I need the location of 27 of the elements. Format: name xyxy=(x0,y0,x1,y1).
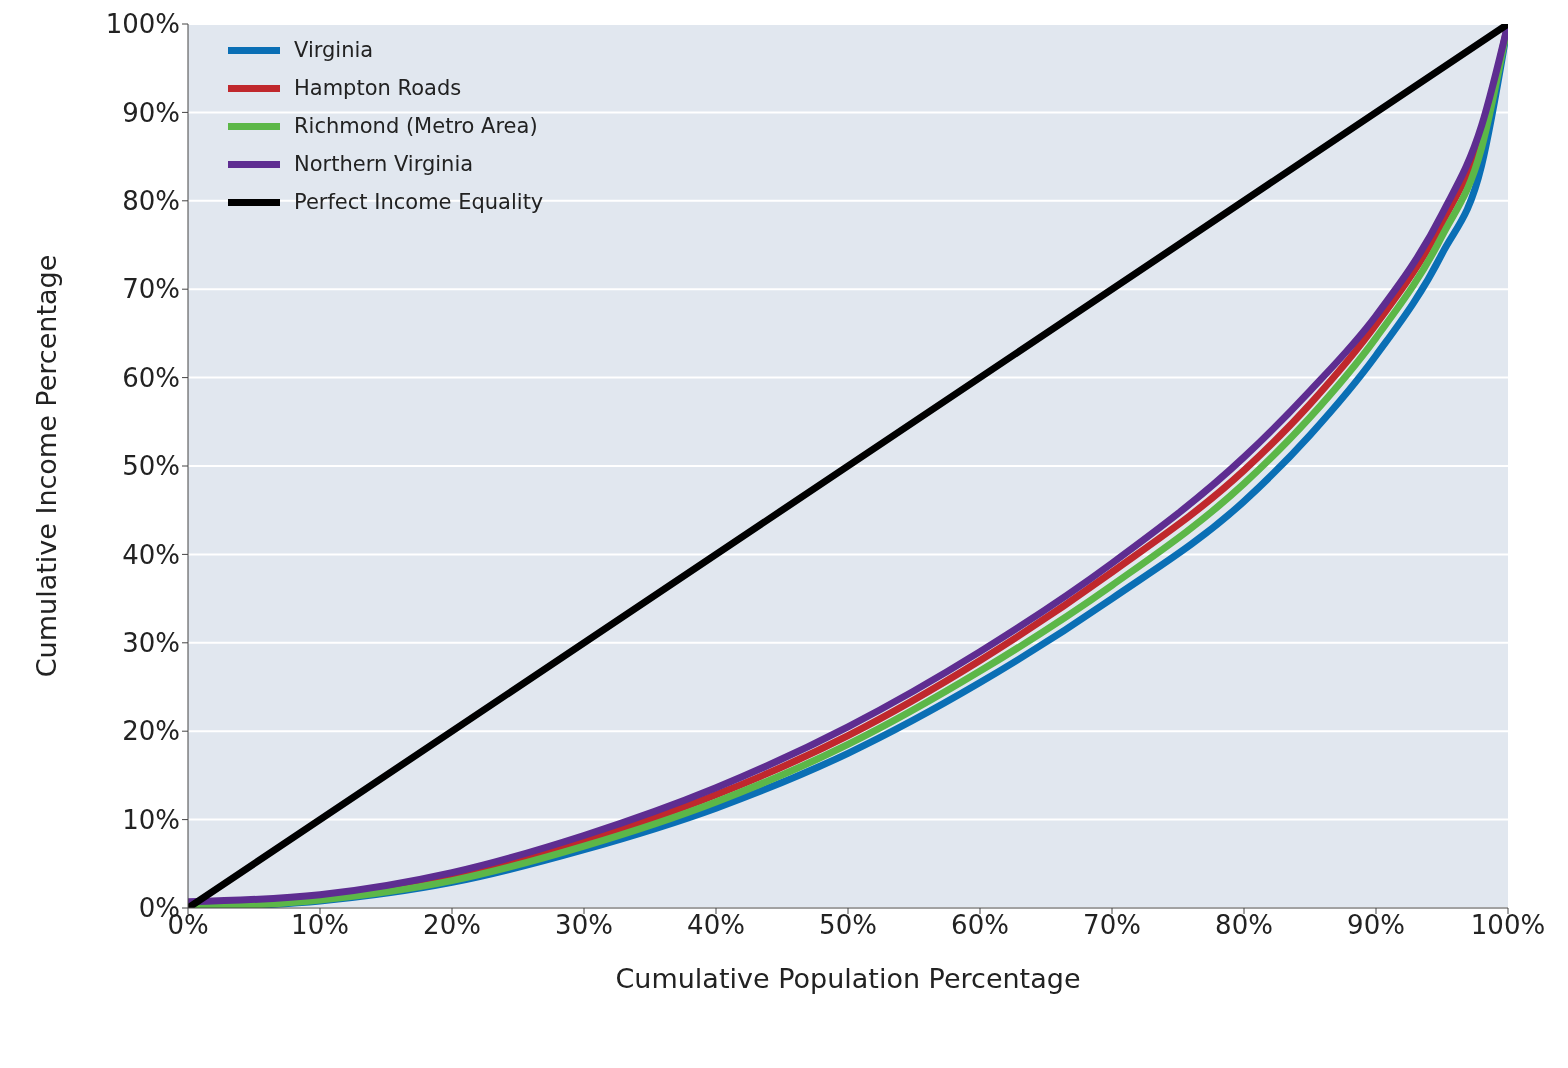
y-tick-label: 30% xyxy=(122,628,180,659)
x-axis-title: Cumulative Population Percentage xyxy=(615,963,1081,994)
x-tick-label: 100% xyxy=(1470,910,1546,941)
x-tick-label: 50% xyxy=(819,910,877,941)
y-tick-label: 100% xyxy=(105,9,180,40)
legend-label: Richmond (Metro Area) xyxy=(294,114,538,138)
y-axis-title: Cumulative Income Percentage xyxy=(30,254,62,678)
legend-label: Perfect Income Equality xyxy=(294,190,544,214)
y-tick-label: 80% xyxy=(122,186,180,217)
y-tick-label: 60% xyxy=(122,362,180,393)
x-tick-label: 40% xyxy=(687,910,745,941)
x-tick-label: 90% xyxy=(1347,910,1405,941)
y-tick-label: 70% xyxy=(122,274,180,305)
x-tick-label: 30% xyxy=(555,910,613,941)
y-tick-label: 50% xyxy=(122,451,180,482)
x-tick-label: 10% xyxy=(291,910,349,941)
legend-label: Northern Virginia xyxy=(294,152,474,176)
legend-label: Hampton Roads xyxy=(294,76,462,100)
x-tick-label: 70% xyxy=(1083,910,1141,941)
y-tick-label: 90% xyxy=(122,97,180,128)
legend-label: Virginia xyxy=(294,38,374,62)
y-tick-label: 10% xyxy=(122,804,180,835)
x-tick-label: 20% xyxy=(423,910,481,941)
x-tick-label: 60% xyxy=(951,910,1009,941)
y-tick-label: 40% xyxy=(122,539,180,570)
y-tick-label: 20% xyxy=(122,716,180,747)
x-tick-label: 80% xyxy=(1215,910,1273,941)
